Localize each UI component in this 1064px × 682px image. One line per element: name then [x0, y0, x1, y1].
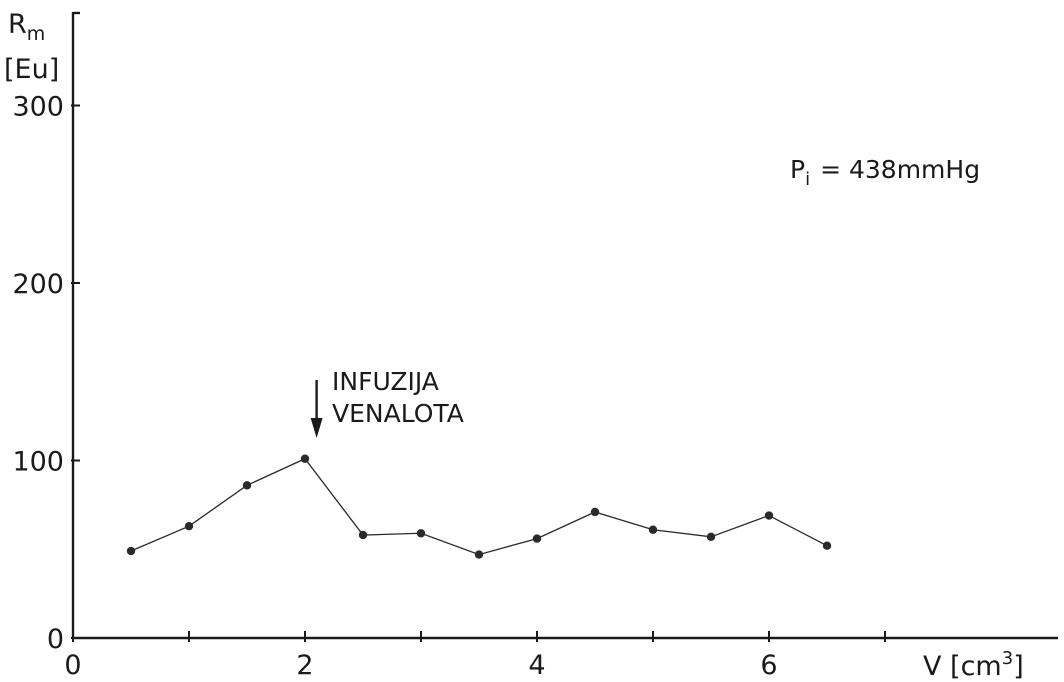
infusion-arrow-head: [310, 418, 323, 438]
data-point: [184, 521, 194, 531]
data-point: [358, 530, 368, 540]
data-point: [126, 546, 136, 556]
data-point: [300, 454, 310, 463]
data-point: [242, 481, 252, 490]
y-tick-label: 200: [12, 269, 64, 300]
y-tick-label: 100: [12, 447, 64, 478]
x-axis-label: V [cm3]: [923, 648, 1024, 682]
x-tick-label: 6: [760, 650, 777, 681]
y-axis-label: Rm: [8, 9, 45, 45]
infusion-label-line2: VENALOTA: [332, 399, 464, 428]
x-tick-label: 0: [64, 650, 81, 681]
y-axis-unit: [Eu]: [4, 54, 59, 85]
data-point: [590, 507, 600, 517]
data-point: [416, 529, 426, 538]
data-point: [474, 550, 484, 559]
x-tick-label: 4: [528, 650, 545, 681]
y-tick-label: 300: [12, 92, 64, 123]
pressure-annotation: Pi = 438mmHg: [790, 155, 980, 190]
x-tick-label: 2: [296, 650, 313, 681]
series-line: [130, 457, 828, 556]
data-point: [822, 541, 832, 550]
data-point: [764, 511, 774, 520]
infusion-label-line1: INFUZIJA: [332, 367, 439, 396]
data-point: [532, 534, 542, 543]
infusion-annotation: INFUZIJA VENALOTA: [310, 367, 464, 438]
data-point: [706, 532, 716, 542]
y-tick-label: 0: [47, 624, 64, 655]
data-point: [648, 525, 658, 534]
